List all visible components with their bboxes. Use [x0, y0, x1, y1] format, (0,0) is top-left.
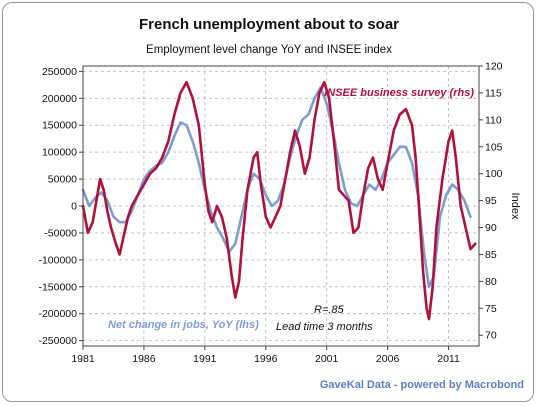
right-tick-label-0: 120	[485, 61, 503, 73]
left-tick-label-5: 0	[71, 201, 77, 213]
grid	[83, 66, 479, 346]
left-tick-label-1: 200000	[42, 93, 77, 105]
series-lines	[81, 80, 477, 321]
left-tick-label-10: -250000	[38, 335, 77, 347]
left-tick-label-8: -150000	[38, 281, 77, 293]
right-tick-label-3: 105	[485, 141, 503, 153]
series-line-insee	[81, 80, 477, 321]
left-tick-label-4: 50000	[48, 174, 77, 186]
right-y-axis: 120 115 110 105 100 95 90 85 80 75 70	[479, 61, 503, 342]
x-tick-label-4: 2001	[315, 353, 339, 365]
left-tick-label-6: -50000	[44, 227, 77, 239]
left-tick-label-2: 150000	[42, 120, 77, 132]
left-tick-label-9: -200000	[38, 308, 77, 320]
x-tick-label-0: 1981	[71, 353, 95, 365]
left-tick-label-0: 250000	[42, 66, 77, 78]
right-tick-label-2: 110	[485, 114, 502, 126]
jobs-series-label: Net change in jobs, YoY (lhs)	[108, 319, 259, 331]
chart-subtitle: Employment level change YoY and INSEE in…	[146, 44, 392, 56]
insee-series-label: INSEE business survey (rhs)	[324, 87, 474, 99]
footer-credit: GaveKal Data - powered by Macrobond	[320, 379, 524, 391]
right-tick-label-9: 75	[485, 303, 497, 315]
x-axis: 1981 1986 1991 1996 2001 2006 2011	[71, 346, 460, 365]
x-tick-label-6: 2011	[437, 353, 460, 365]
x-tick-label-3: 1996	[254, 353, 278, 365]
x-tick-label-1: 1986	[132, 353, 156, 365]
x-tick-label-5: 2006	[376, 353, 400, 365]
right-tick-label-7: 85	[485, 249, 497, 261]
chart-title: French unemployment about to soar	[139, 16, 399, 33]
left-y-axis: 250000 200000 150000 100000 50000 0 -50000 -100…	[38, 66, 83, 347]
right-tick-label-10: 70	[485, 330, 497, 342]
right-tick-label-4: 100	[485, 168, 503, 180]
lead-time-label: Lead time 3 months	[276, 321, 373, 333]
right-tick-label-1: 115	[485, 87, 502, 99]
right-tick-label-6: 90	[485, 222, 497, 234]
right-tick-label-5: 95	[485, 195, 497, 207]
right-axis-label: Index	[509, 193, 521, 220]
left-tick-label-3: 100000	[42, 147, 77, 159]
series-line-jobs	[81, 86, 472, 289]
x-tick-label-2: 1991	[193, 353, 217, 365]
left-tick-label-7: -100000	[38, 254, 77, 266]
correlation-label: R=.85	[314, 304, 345, 316]
right-tick-label-8: 80	[485, 276, 497, 288]
